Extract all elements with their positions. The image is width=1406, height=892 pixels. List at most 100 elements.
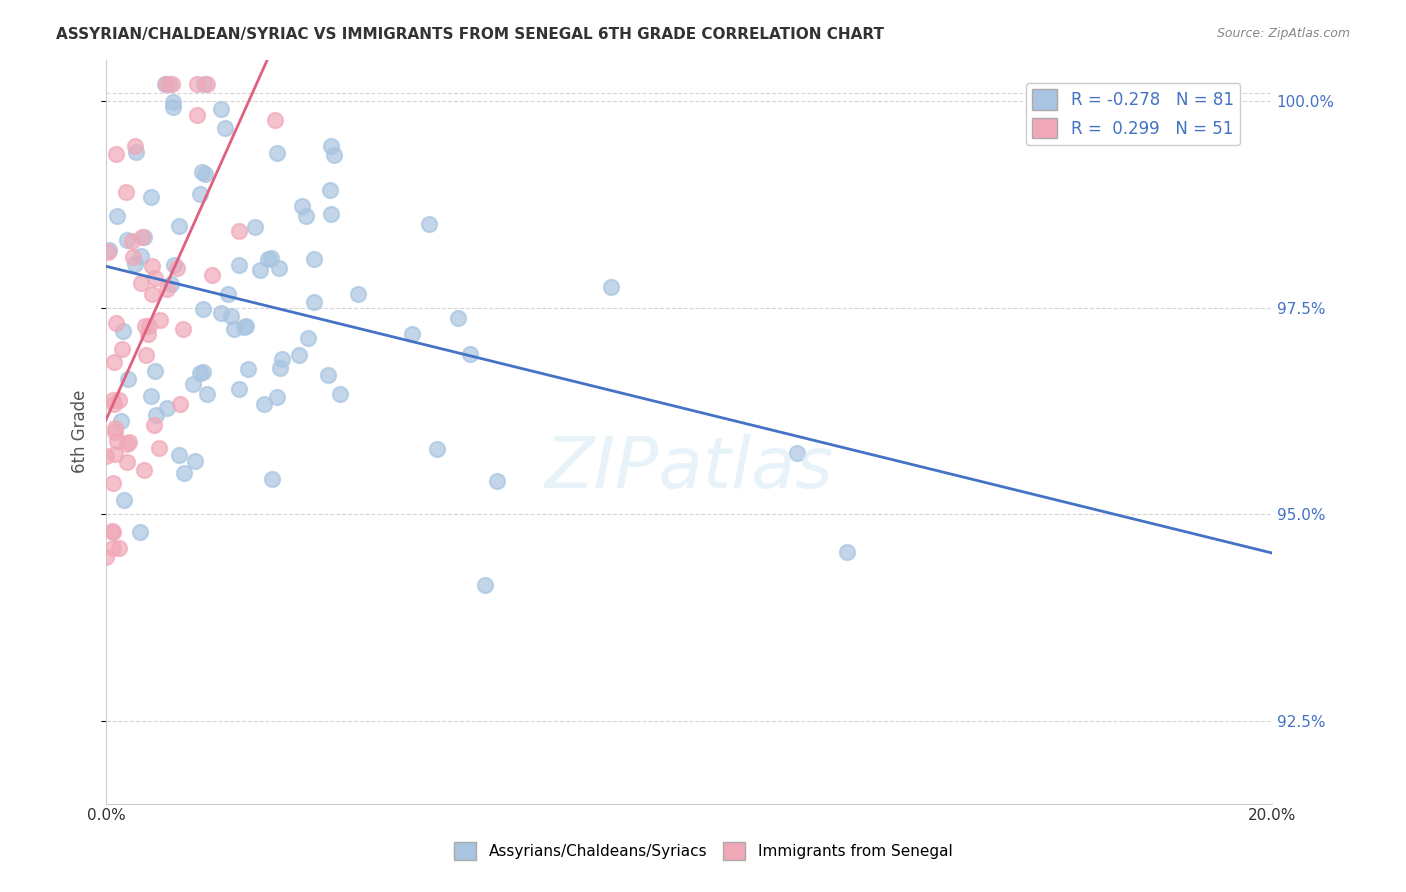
Point xyxy=(105,434,128,449)
Text: ASSYRIAN/CHALDEAN/SYRIAC VS IMMIGRANTS FROM SENEGAL 6TH GRADE CORRELATION CHART: ASSYRIAN/CHALDEAN/SYRIAC VS IMMIGRANTS F… xyxy=(56,27,884,42)
Point xyxy=(131,230,153,244)
Point xyxy=(105,209,128,223)
Point xyxy=(219,309,242,323)
Point xyxy=(347,287,370,301)
Point xyxy=(209,102,232,116)
Point xyxy=(291,199,314,213)
Point xyxy=(121,234,143,248)
Point xyxy=(103,541,125,555)
Point xyxy=(191,365,214,379)
Point xyxy=(188,187,211,202)
Point xyxy=(141,388,163,402)
Point xyxy=(156,401,179,416)
Point xyxy=(139,189,162,203)
Point xyxy=(418,217,440,231)
Point xyxy=(249,263,271,277)
Point xyxy=(115,186,138,200)
Point xyxy=(186,108,208,122)
Point xyxy=(104,446,127,460)
Point xyxy=(155,78,177,92)
Point xyxy=(96,549,118,564)
Point xyxy=(260,472,283,486)
Point xyxy=(217,286,239,301)
Point xyxy=(97,243,120,257)
Point xyxy=(169,396,191,410)
Point xyxy=(141,259,163,273)
Legend: Assyrians/Chaldeans/Syriacs, Immigrants from Senegal: Assyrians/Chaldeans/Syriacs, Immigrants … xyxy=(447,836,959,866)
Point xyxy=(141,286,163,301)
Point xyxy=(253,397,276,411)
Point xyxy=(136,326,159,341)
Point xyxy=(104,421,127,435)
Point xyxy=(321,207,343,221)
Point xyxy=(316,368,339,383)
Point xyxy=(295,210,318,224)
Point xyxy=(153,78,176,92)
Point xyxy=(238,361,260,376)
Point xyxy=(100,524,122,538)
Point xyxy=(169,219,191,233)
Point xyxy=(156,282,179,296)
Point xyxy=(302,295,325,310)
Point xyxy=(104,147,127,161)
Point xyxy=(128,524,150,539)
Point xyxy=(172,321,194,335)
Point xyxy=(117,435,139,450)
Point xyxy=(486,474,509,488)
Point xyxy=(183,453,205,467)
Point xyxy=(319,138,342,153)
Point xyxy=(222,322,245,336)
Point xyxy=(143,270,166,285)
Point xyxy=(117,233,139,247)
Point xyxy=(186,78,208,92)
Point xyxy=(243,219,266,234)
Point xyxy=(101,393,124,408)
Point xyxy=(162,78,184,92)
Point xyxy=(193,78,215,92)
Point xyxy=(157,78,180,92)
Point xyxy=(148,441,170,455)
Point xyxy=(111,342,134,356)
Point xyxy=(108,541,131,556)
Point xyxy=(125,145,148,159)
Point xyxy=(447,311,470,326)
Point xyxy=(103,355,125,369)
Point xyxy=(143,417,166,432)
Point xyxy=(166,261,188,276)
Point xyxy=(260,251,283,265)
Point xyxy=(270,352,292,367)
Point xyxy=(115,455,138,469)
Point xyxy=(786,446,808,460)
Y-axis label: 6th Grade: 6th Grade xyxy=(72,390,89,474)
Point xyxy=(323,148,346,162)
Point xyxy=(235,318,257,333)
Point xyxy=(173,466,195,480)
Point xyxy=(103,524,125,539)
Point xyxy=(143,364,166,378)
Point xyxy=(228,258,250,272)
Point xyxy=(200,268,222,282)
Point xyxy=(97,245,120,260)
Point xyxy=(266,145,288,160)
Point xyxy=(162,100,184,114)
Point xyxy=(135,349,157,363)
Point xyxy=(111,324,134,338)
Text: Source: ZipAtlas.com: Source: ZipAtlas.com xyxy=(1216,27,1350,40)
Point xyxy=(256,252,278,266)
Point xyxy=(132,463,155,477)
Point xyxy=(267,260,290,275)
Point xyxy=(131,276,153,290)
Point xyxy=(115,436,138,450)
Point xyxy=(835,545,858,559)
Point xyxy=(163,258,186,272)
Point xyxy=(474,578,496,592)
Point xyxy=(124,257,146,271)
Point xyxy=(191,301,214,316)
Point xyxy=(134,319,156,334)
Point xyxy=(209,306,232,320)
Point xyxy=(288,348,311,362)
Point xyxy=(145,409,167,423)
Point xyxy=(162,95,184,109)
Point xyxy=(132,230,155,244)
Point xyxy=(96,450,118,464)
